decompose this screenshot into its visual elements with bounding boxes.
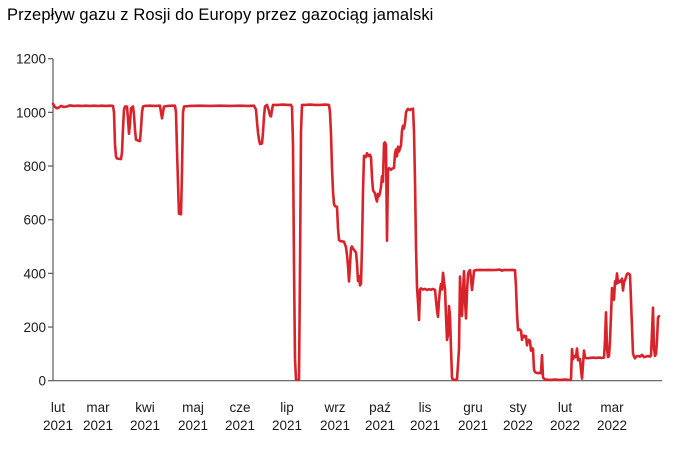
- x-tick-year-label: 2021: [320, 418, 350, 433]
- x-tick-year-label: 2021: [365, 418, 395, 433]
- x-tick-month-label: lut: [558, 400, 573, 415]
- x-tick-year-label: 2021: [130, 418, 160, 433]
- x-tick-month-label: lip: [280, 400, 294, 415]
- y-tick-label: 200: [23, 320, 46, 335]
- gas-flow-series-line: [51, 102, 661, 382]
- x-tick-month-label: kwi: [135, 400, 155, 415]
- chart-title: Przepływ gazu z Rosji do Europy przez ga…: [7, 6, 434, 24]
- y-tick-label: 1200: [16, 52, 46, 67]
- x-tick-year-label: 2022: [503, 418, 533, 433]
- x-tick-month-label: lis: [419, 400, 432, 415]
- y-tick-label: 600: [23, 213, 46, 228]
- x-tick-month-label: gru: [463, 400, 483, 415]
- y-tick-label: 400: [23, 266, 46, 281]
- y-tick-label: 1000: [16, 105, 46, 120]
- x-tick-year-label: 2021: [225, 418, 255, 433]
- x-tick-month-label: mar: [86, 400, 110, 415]
- x-tick-year-label: 2021: [83, 418, 113, 433]
- x-tick-year-label: 2021: [410, 418, 440, 433]
- x-tick-month-label: mar: [600, 400, 624, 415]
- x-tick-year-label: 2021: [43, 418, 73, 433]
- x-tick-year-label: 2021: [458, 418, 488, 433]
- x-tick-month-label: sty: [509, 400, 527, 415]
- x-tick-year-label: 2022: [550, 418, 580, 433]
- y-tick-label: 800: [23, 159, 46, 174]
- x-tick-month-label: maj: [182, 400, 204, 415]
- x-tick-month-label: cze: [229, 400, 250, 415]
- x-tick-year-label: 2021: [178, 418, 208, 433]
- x-tick-month-label: wrz: [324, 400, 346, 415]
- x-tick-year-label: 2022: [597, 418, 627, 433]
- x-tick-month-label: lut: [51, 400, 66, 415]
- x-tick-month-label: paź: [369, 400, 391, 415]
- y-tick-label: 0: [38, 374, 46, 389]
- x-tick-year-label: 2021: [272, 418, 302, 433]
